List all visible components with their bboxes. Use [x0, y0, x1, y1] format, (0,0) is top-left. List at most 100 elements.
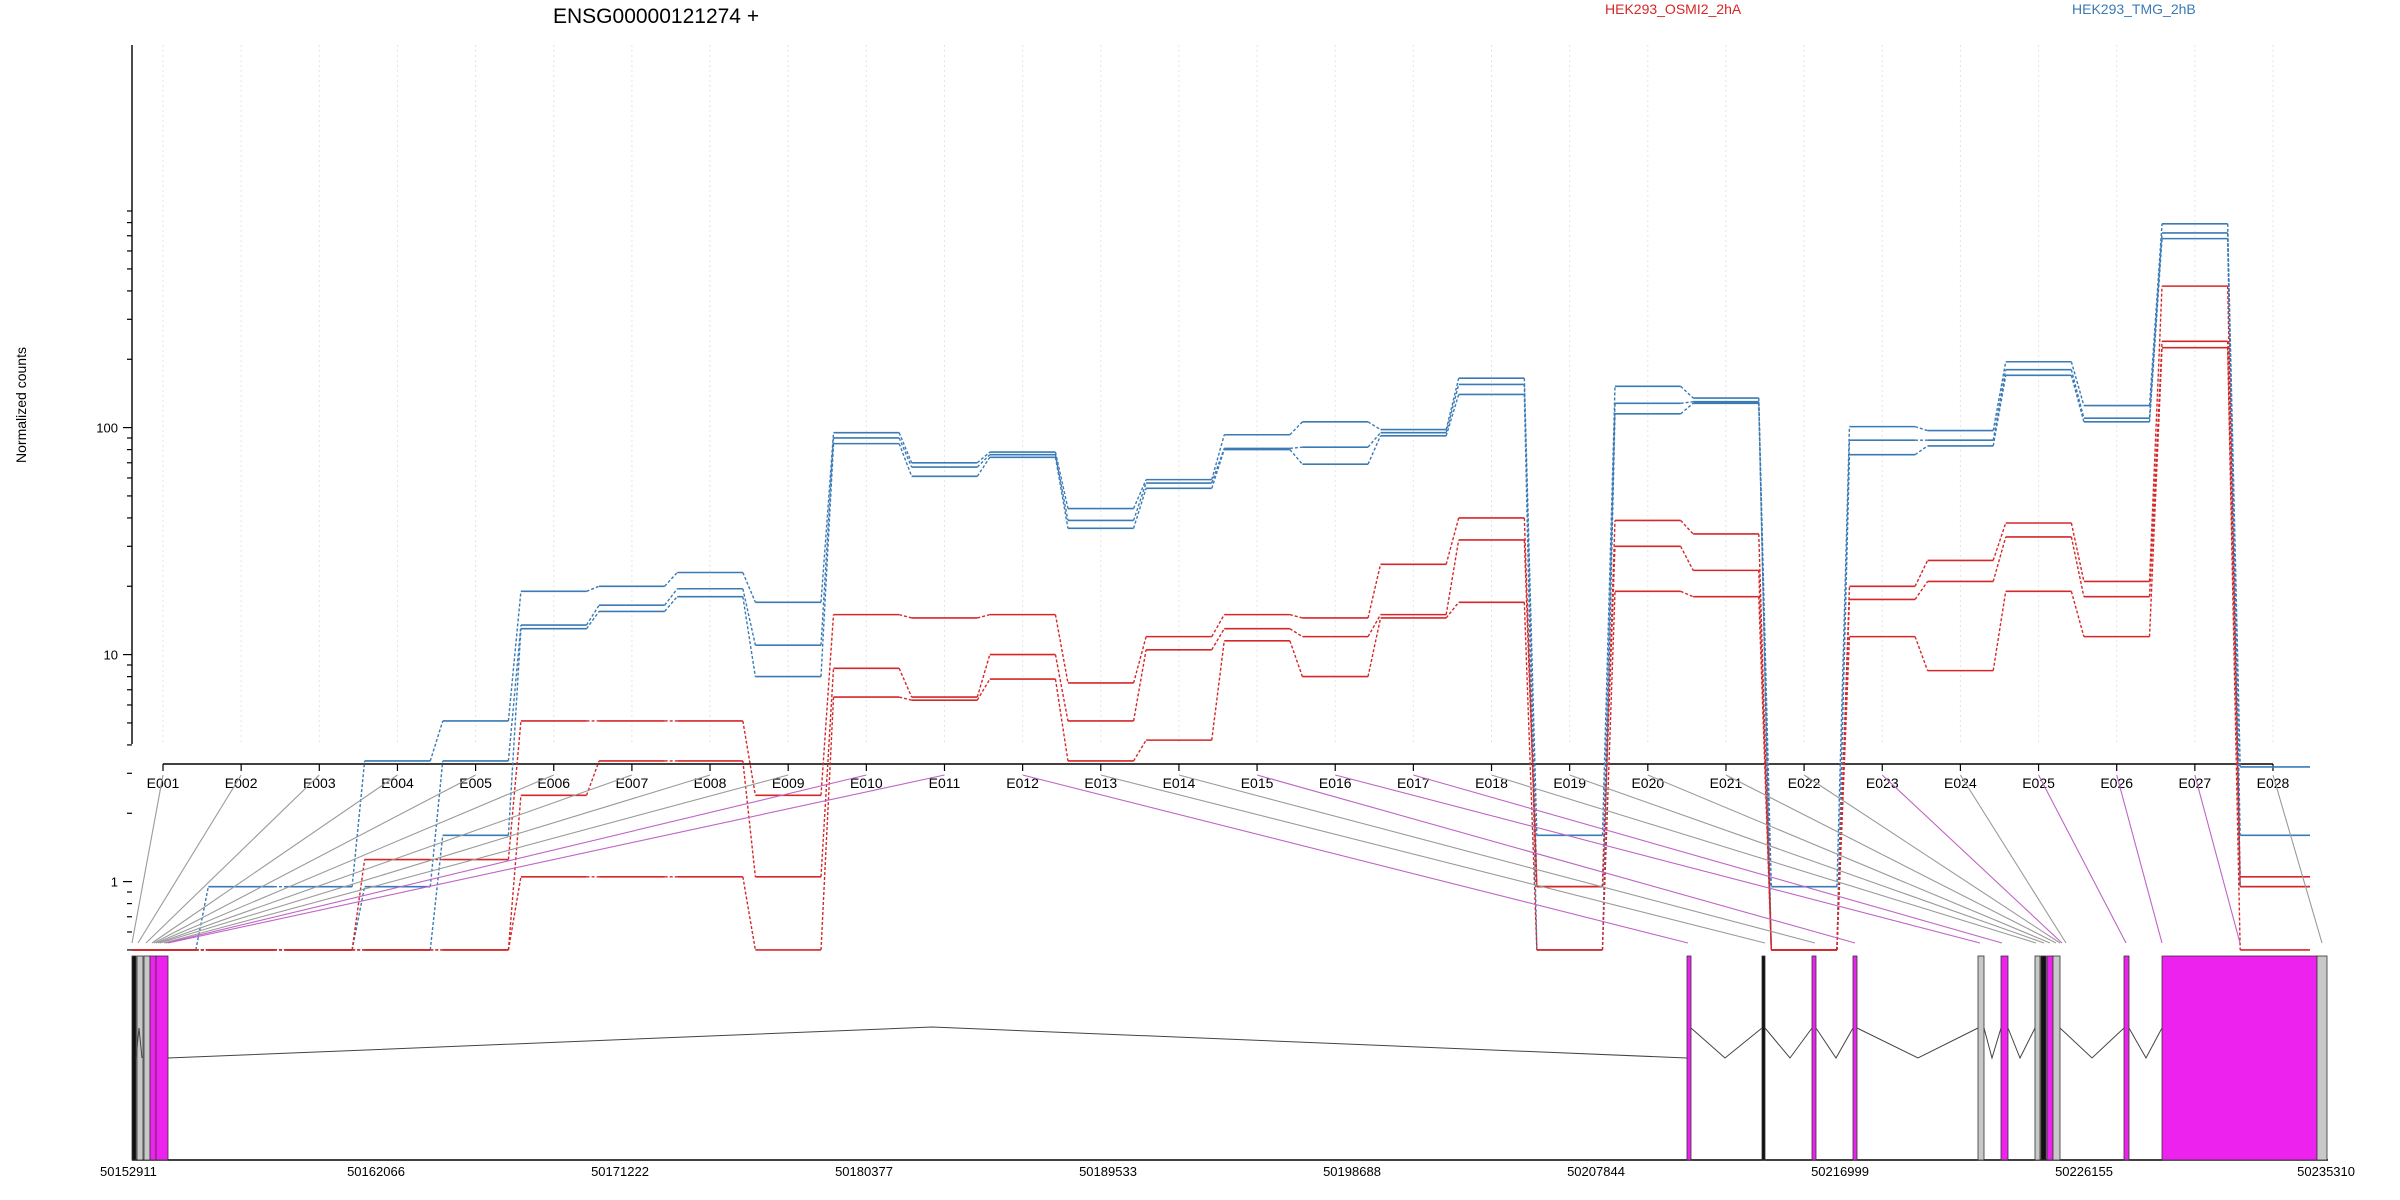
data-transition — [585, 610, 600, 630]
data-transition — [1445, 384, 1460, 433]
data-transition — [1132, 479, 1147, 509]
data-transition — [429, 720, 444, 762]
intron-connector — [167, 1026, 1688, 1059]
data-transition — [1211, 449, 1225, 489]
x-tick-label: E020 — [1631, 775, 1664, 791]
series-line — [132, 232, 2310, 951]
data-transition — [1992, 591, 2007, 671]
series-line — [132, 346, 2310, 951]
data-transition — [1758, 596, 1772, 950]
data-transition — [1523, 384, 1538, 887]
data-transition — [2070, 375, 2085, 423]
exon-link — [1413, 774, 2003, 944]
data-transition — [1680, 519, 1694, 535]
x-tick-label: E007 — [616, 775, 649, 791]
exon-link — [159, 774, 711, 944]
data-transition — [742, 572, 757, 603]
series-line — [132, 285, 2310, 951]
data-transition — [1054, 614, 1069, 684]
gene-model: 50152911 50162066 50171222 50180377 50189533… — [100, 774, 2355, 1179]
genome-coordinate-label: 50235310 — [2297, 1164, 2355, 1179]
data-transition — [1367, 614, 1382, 637]
series-line — [132, 223, 2310, 951]
x-tick-label: E003 — [303, 775, 336, 791]
exon-link — [137, 774, 242, 944]
exon-link — [145, 774, 320, 944]
x-tick-label: E024 — [1944, 775, 1977, 791]
data-transition — [742, 596, 757, 677]
intron-connector — [135, 1027, 143, 1059]
exon-block — [2000, 955, 2009, 1161]
exon-link — [1803, 774, 2061, 944]
data-transition — [1445, 378, 1460, 430]
genome-coordinate-label: 50198688 — [1323, 1164, 1381, 1179]
genome-coordinate-label: 50152911 — [100, 1164, 157, 1179]
exon-block — [2052, 955, 2061, 1161]
genome-coordinate-label: 50171222 — [591, 1164, 649, 1179]
data-transition — [820, 614, 835, 796]
data-transition — [2070, 361, 2085, 406]
data-transition — [1992, 536, 2007, 582]
x-tick-label: E005 — [459, 775, 492, 791]
data-transition — [898, 432, 913, 464]
exon-link — [1959, 774, 2067, 944]
intron-connector — [1690, 1027, 1763, 1059]
exon-block — [155, 955, 169, 1161]
data-transition — [2070, 522, 2085, 582]
data-transition — [1289, 640, 1304, 677]
exon-block — [2046, 955, 2054, 1161]
data-transition — [585, 760, 600, 796]
y-tick-label: 100 — [96, 421, 118, 436]
data-transition — [1289, 613, 1303, 619]
data-transition — [351, 859, 366, 951]
data-transition — [976, 454, 991, 468]
data-transition — [2070, 536, 2085, 597]
data-transition — [429, 835, 444, 951]
x-tick-label: E023 — [1866, 775, 1899, 791]
data-transition — [1367, 432, 1382, 448]
data-transition — [1680, 401, 1694, 404]
data-transition — [507, 876, 522, 951]
exon-link — [131, 774, 164, 944]
exon-block — [143, 955, 151, 1161]
exon-link — [1100, 774, 1766, 944]
data-transition — [1836, 454, 1851, 950]
data-transition — [1132, 739, 1147, 762]
exon-link — [1178, 774, 1816, 944]
genome-coordinate-label: 50207844 — [1567, 1164, 1625, 1179]
exon-link — [1881, 774, 2063, 944]
exon-link — [1491, 774, 2037, 944]
data-transition — [1289, 628, 1303, 638]
exon-block — [1852, 955, 1858, 1161]
x-tick-label: E017 — [1397, 775, 1430, 791]
data-transition — [429, 760, 444, 887]
data-transition — [1132, 488, 1147, 529]
data-transition — [1914, 445, 1928, 456]
exon-link — [1725, 774, 2057, 944]
data-transition — [1680, 385, 1694, 399]
x-tick-label: E002 — [225, 775, 258, 791]
x-tick-label: E019 — [1553, 775, 1586, 791]
exon-block — [136, 955, 144, 1161]
data-transition — [2070, 369, 2085, 419]
data-transition — [820, 432, 835, 603]
data-transition — [1992, 375, 2007, 447]
exon-block — [2123, 955, 2130, 1161]
x-tick-label: E025 — [2022, 775, 2055, 791]
x-tick-label: E010 — [850, 775, 883, 791]
data-transition — [507, 624, 522, 762]
data-transition — [742, 760, 757, 877]
exon-link — [153, 774, 476, 944]
data-transition — [1367, 435, 1382, 465]
data-transition — [1836, 599, 1851, 950]
data-transition — [1445, 517, 1460, 565]
exon-block — [149, 955, 157, 1161]
exon-link — [1647, 774, 2051, 944]
x-tick-label: E012 — [1006, 775, 1039, 791]
y-axis-label: Normalized counts — [13, 347, 29, 463]
legend-item-osmi2: HEK293_OSMI2_2hA — [1605, 1, 1742, 17]
x-tick-label: E013 — [1084, 775, 1117, 791]
series-line — [132, 340, 2310, 951]
genome-coordinate-label: 50216999 — [1811, 1164, 1869, 1179]
